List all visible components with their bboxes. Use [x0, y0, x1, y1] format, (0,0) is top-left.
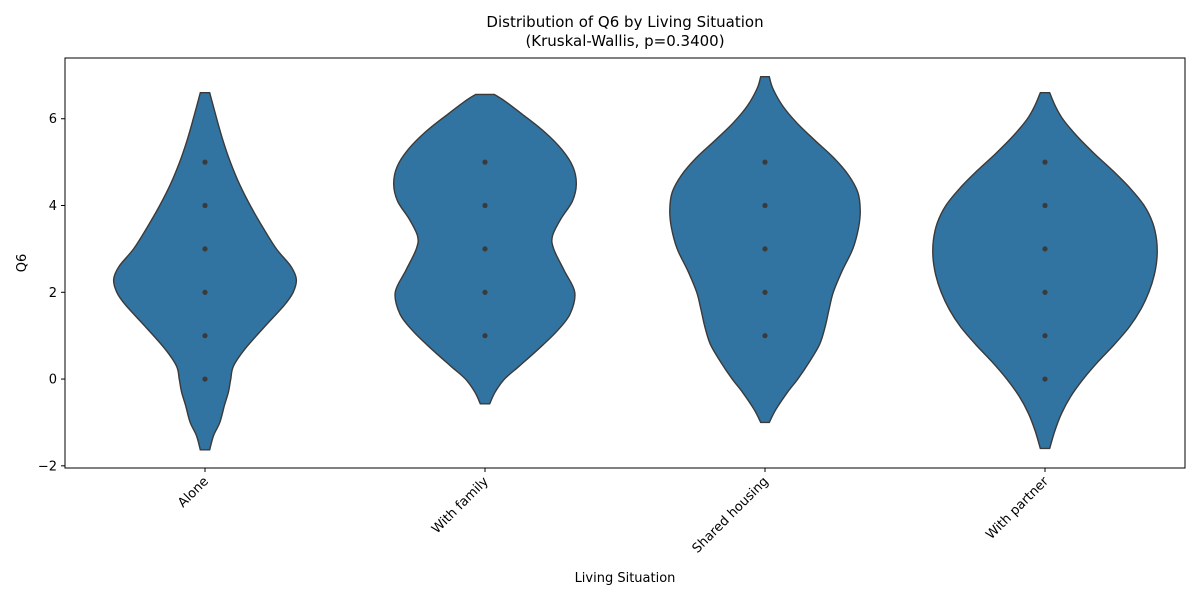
violin-point	[202, 376, 208, 382]
x-tick-label: With family	[429, 474, 492, 537]
x-tick-label: Shared housing	[690, 474, 772, 556]
y-axis-label: Q6	[15, 254, 30, 273]
violin-shared-housing	[669, 75, 861, 424]
violin-point	[482, 159, 488, 165]
violin-point	[1042, 333, 1048, 339]
plot-frame	[64, 57, 1186, 469]
y-tick-label: 2	[49, 286, 57, 301]
violins-layer	[112, 75, 1158, 451]
violin-point	[482, 289, 488, 295]
violin-point	[482, 246, 488, 252]
y-axis: −2 0 2 4 6	[38, 112, 65, 474]
x-axis: Alone With family Shared housing With partn…	[175, 468, 1052, 556]
violin-point	[762, 333, 768, 339]
violin-point	[762, 289, 768, 295]
violin-with-partner	[932, 92, 1158, 450]
x-tick-label: With partner	[983, 474, 1052, 543]
violin-point	[762, 202, 768, 209]
violin-point	[202, 202, 208, 209]
y-tick-label: 6	[49, 112, 57, 127]
x-axis-label: Living Situation	[575, 571, 676, 586]
violin-point	[1042, 376, 1048, 382]
y-tick-label: 4	[49, 199, 57, 214]
violin-point	[202, 246, 208, 252]
violin-point	[762, 246, 768, 252]
violin-body	[112, 92, 298, 451]
chart-title: Distribution of Q6 by Living Situation	[486, 13, 763, 31]
violin-point	[202, 333, 208, 339]
violin-with-family	[392, 93, 578, 405]
violin-body	[932, 92, 1158, 450]
violin-point	[202, 159, 208, 165]
violin-alone	[112, 92, 298, 451]
y-tick-label: −2	[38, 459, 57, 474]
y-tick-label: 0	[49, 373, 57, 388]
violin-point	[482, 333, 488, 339]
violin-point	[1042, 159, 1048, 165]
violin-point	[482, 202, 488, 209]
violin-point	[1042, 246, 1048, 252]
violin-point	[202, 289, 208, 295]
violin-point	[1042, 289, 1048, 295]
x-tick-label: Alone	[175, 474, 212, 511]
violin-point	[1042, 202, 1048, 209]
violin-point	[762, 159, 768, 165]
chart-subtitle: (Kruskal-Wallis, p=0.3400)	[525, 32, 724, 50]
